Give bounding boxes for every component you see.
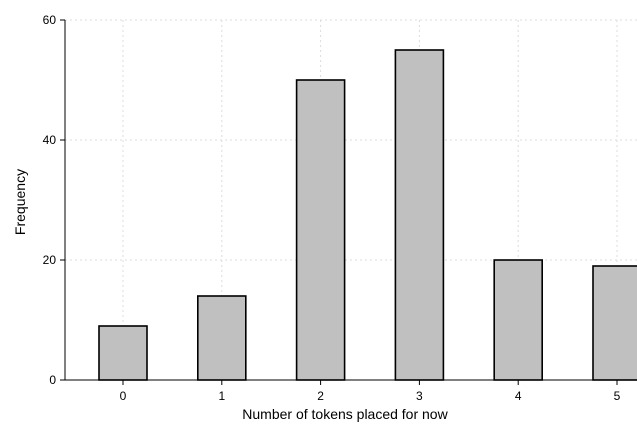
x-tick-label-5: 5 [614,389,621,403]
y-tick-label-0: 0 [49,373,56,387]
bar-4 [493,259,544,381]
x-tick-label-2: 2 [317,389,324,403]
x-tick-label-0: 0 [120,389,127,403]
tick-labels: 0 20 40 60 0 1 2 3 4 5 [43,13,621,403]
bar-3 [394,49,445,381]
y-axis-title: Frequency [12,169,28,235]
bar-1 [197,295,247,381]
bar-2 [295,79,346,381]
bar-0 [98,325,148,381]
x-tick-label-1: 1 [218,389,225,403]
x-tick-label-4: 4 [515,389,522,403]
grid-lines [65,19,637,380]
y-tick-label-40: 40 [43,133,57,147]
y-tick-label-60: 60 [43,13,57,27]
x-tick-label-3: 3 [416,389,423,403]
y-tick-label-20: 20 [43,253,57,267]
bars [98,49,637,381]
bar-5 [592,265,637,381]
x-axis-title: Number of tokens placed for now [242,406,448,422]
axes [60,19,637,385]
